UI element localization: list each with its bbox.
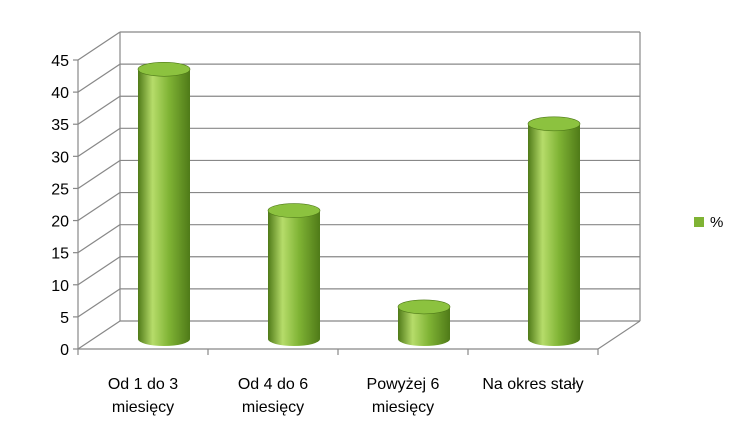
x-tick-label: Od 1 do 3: [108, 376, 178, 393]
y-tick-label: 40: [51, 85, 69, 102]
bar-body: [398, 306, 450, 346]
gridline-side: [77, 31, 121, 61]
bar-body: [268, 210, 320, 346]
floor-right-edge: [597, 320, 641, 350]
bar: [137, 61, 191, 347]
x-tick-label: Od 4 do 6: [238, 376, 308, 393]
x-tick-label: Powyżej 6: [367, 376, 440, 393]
gridline-side: [77, 127, 121, 157]
y-tick-label: 20: [51, 214, 69, 231]
bar-body: [138, 69, 190, 347]
x-tick-label: miesięcy: [112, 399, 174, 416]
y-tick-label: 45: [51, 53, 69, 70]
y-tick-label: 15: [51, 246, 69, 263]
x-tick-labels: Od 1 do 3 miesięcy Od 4 do 6 miesięcy Powyże…: [77, 349, 599, 416]
x-tick-label: miesięcy: [242, 399, 304, 416]
bar: [267, 203, 321, 346]
bar-top: [137, 61, 191, 77]
gridline-side: [77, 288, 121, 318]
bar-body: [528, 123, 580, 346]
x-tick-label: miesięcy: [372, 399, 434, 416]
bars: [137, 61, 581, 347]
bar-top: [397, 299, 451, 315]
y-tick-label: 0: [60, 342, 69, 359]
x-tick-label: Na okres stały: [482, 376, 583, 393]
gridline-side: [77, 224, 121, 254]
y-tick-label: 10: [51, 278, 69, 295]
gridline-side: [77, 256, 121, 286]
legend-swatch: [694, 217, 704, 227]
gridline-side: [77, 192, 121, 222]
gridline-side: [77, 320, 121, 350]
bar-top: [267, 203, 321, 218]
gridline-side: [77, 95, 121, 125]
bar-top: [527, 116, 581, 132]
legend-label: %: [710, 214, 723, 231]
gridline-side: [77, 159, 121, 189]
y-tick-labels: 0 5 10 15 20 25 30 35 40 45: [51, 53, 78, 359]
bar: [397, 299, 451, 346]
legend: %: [694, 214, 723, 231]
y-tick-label: 35: [51, 117, 69, 134]
y-tick-label: 5: [60, 310, 69, 327]
gridline-side: [77, 63, 121, 93]
y-tick-label: 30: [51, 149, 69, 166]
y-tick-label: 25: [51, 181, 69, 198]
bar: [527, 116, 581, 346]
